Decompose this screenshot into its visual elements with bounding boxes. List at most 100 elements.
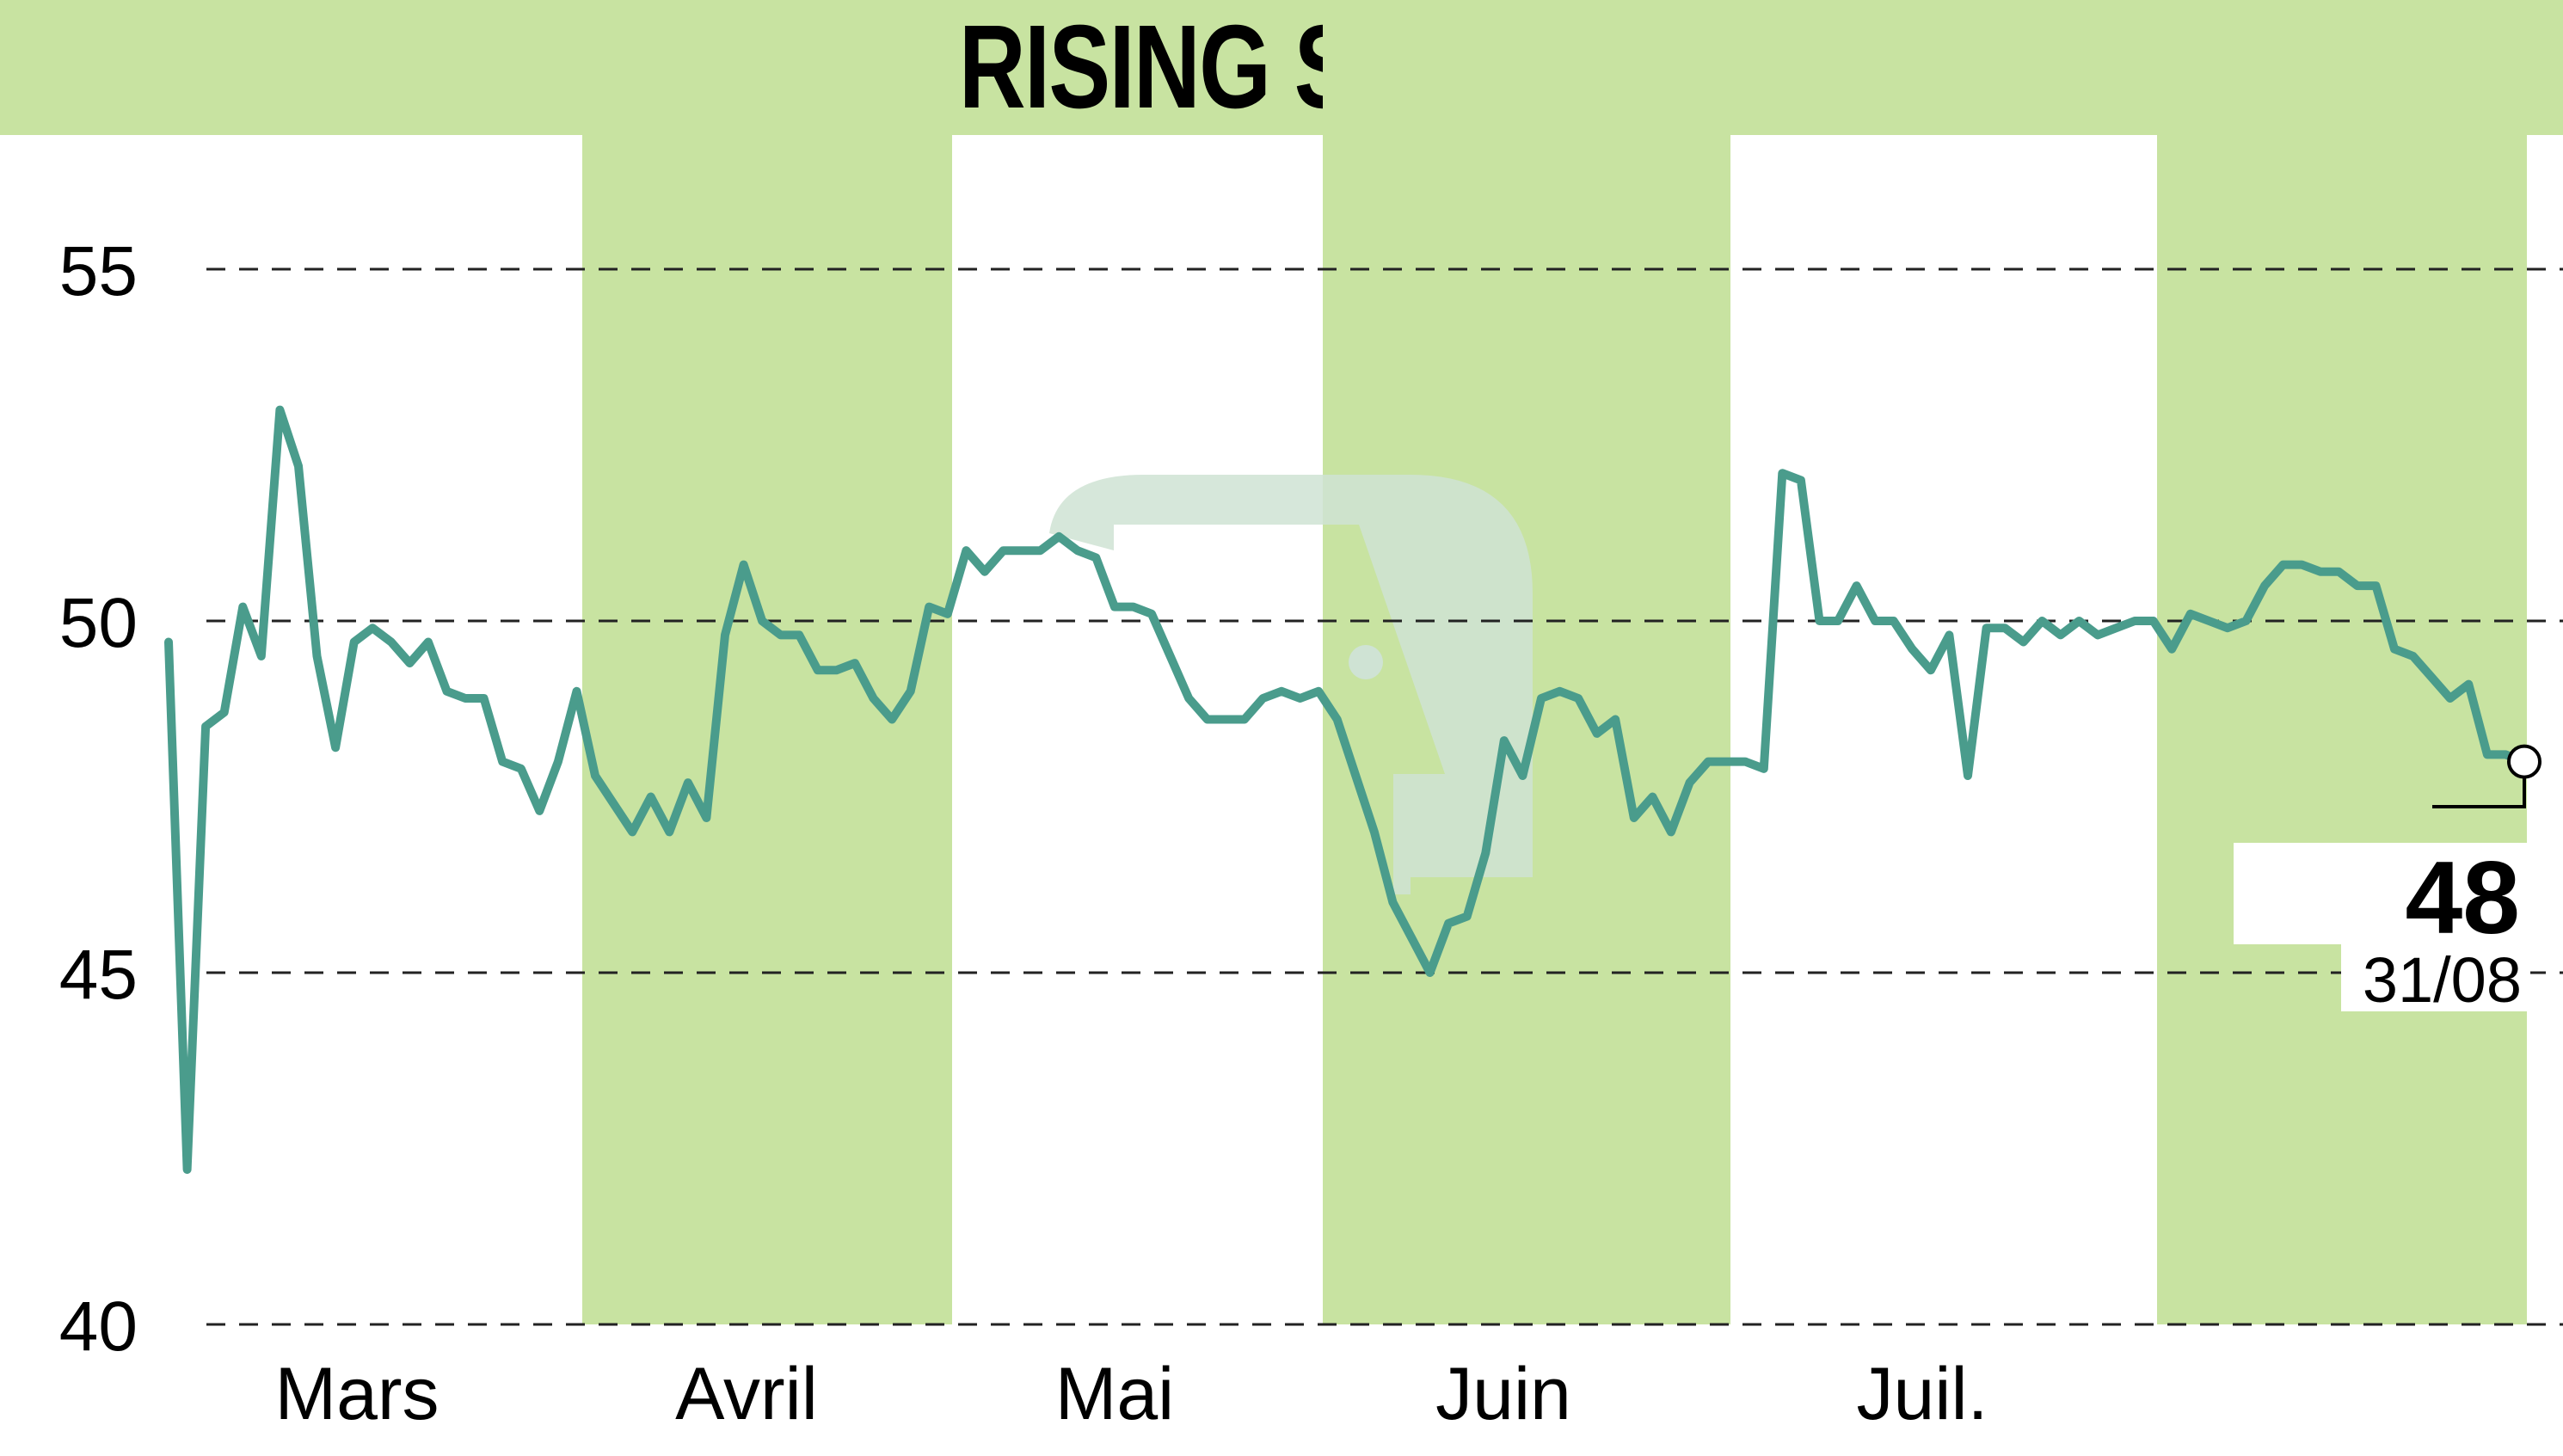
x-tick-label: Juin bbox=[1435, 1353, 1571, 1435]
data-point bbox=[1816, 617, 1823, 624]
x-tick-label: Juil. bbox=[1857, 1353, 1988, 1435]
data-point bbox=[851, 660, 858, 667]
data-point bbox=[1760, 765, 1767, 772]
y-tick-label: 45 bbox=[59, 936, 138, 1014]
data-point bbox=[406, 660, 414, 667]
watermark-dot bbox=[1349, 645, 1383, 679]
data-point bbox=[1556, 687, 1564, 695]
data-point bbox=[943, 610, 951, 617]
data-point bbox=[1723, 758, 1730, 765]
data-point bbox=[313, 652, 321, 660]
data-point bbox=[2131, 617, 2139, 624]
data-point bbox=[2223, 624, 2231, 632]
data-point bbox=[1908, 645, 1916, 653]
data-point bbox=[2075, 617, 2083, 624]
data-point bbox=[2335, 568, 2343, 575]
data-point bbox=[2428, 673, 2436, 681]
data-point bbox=[814, 667, 821, 674]
data-point bbox=[1278, 687, 1286, 695]
callout-box bbox=[2234, 843, 2530, 944]
data-point bbox=[647, 793, 655, 801]
data-point bbox=[833, 667, 840, 674]
watermark-logo bbox=[1049, 475, 1533, 894]
data-point bbox=[2019, 638, 2027, 646]
data-point bbox=[777, 631, 784, 639]
data-point bbox=[202, 722, 210, 730]
y-tick-label: 50 bbox=[59, 584, 138, 662]
data-point bbox=[536, 807, 544, 814]
month-band bbox=[582, 0, 952, 1324]
y-tick-label: 40 bbox=[59, 1287, 138, 1366]
data-point bbox=[740, 561, 747, 568]
data-point bbox=[796, 631, 803, 639]
last-date: 31/08 bbox=[2363, 944, 2522, 1016]
data-point bbox=[610, 800, 618, 808]
data-point bbox=[1333, 716, 1341, 723]
data-point bbox=[1890, 617, 1897, 624]
data-point bbox=[1463, 912, 1471, 920]
data-point bbox=[2001, 624, 2009, 632]
data-point bbox=[1110, 603, 1118, 611]
data-point bbox=[220, 709, 228, 716]
data-point bbox=[1927, 667, 1934, 674]
data-point bbox=[1482, 849, 1490, 857]
data-point bbox=[573, 687, 581, 695]
data-point bbox=[1945, 631, 1953, 639]
data-point bbox=[1537, 694, 1545, 702]
data-point bbox=[1779, 470, 1786, 477]
data-point bbox=[2242, 617, 2250, 624]
data-point bbox=[962, 547, 970, 555]
data-point bbox=[1055, 532, 1063, 540]
data-point bbox=[629, 828, 636, 836]
data-point bbox=[1185, 694, 1193, 702]
data-point bbox=[2261, 582, 2269, 590]
data-point bbox=[2093, 631, 2101, 639]
data-point bbox=[332, 744, 340, 752]
data-point bbox=[1982, 624, 1990, 632]
data-point bbox=[1853, 582, 1860, 590]
data-point bbox=[1872, 617, 1879, 624]
data-point bbox=[2112, 624, 2120, 632]
data-point bbox=[2409, 652, 2417, 660]
data-point bbox=[1426, 969, 1434, 976]
data-point bbox=[165, 638, 172, 646]
data-point bbox=[554, 758, 562, 765]
data-point bbox=[1686, 779, 1693, 787]
data-point bbox=[925, 603, 933, 611]
data-point bbox=[1296, 694, 1304, 702]
data-point bbox=[257, 652, 265, 660]
data-point bbox=[1612, 716, 1620, 723]
data-point bbox=[369, 624, 377, 632]
data-point bbox=[1073, 547, 1081, 555]
data-point bbox=[1445, 919, 1453, 927]
data-point bbox=[907, 687, 914, 695]
data-point bbox=[2038, 617, 2046, 624]
data-point bbox=[888, 716, 896, 723]
data-point bbox=[1036, 547, 1044, 555]
data-point bbox=[666, 828, 673, 836]
data-point bbox=[999, 547, 1007, 555]
data-point bbox=[1370, 828, 1378, 836]
data-point bbox=[1500, 737, 1508, 745]
data-point bbox=[1203, 716, 1211, 723]
data-point bbox=[2372, 582, 2380, 590]
data-point bbox=[703, 814, 710, 822]
data-point bbox=[239, 603, 247, 611]
data-point bbox=[1148, 610, 1156, 617]
data-point bbox=[2168, 645, 2176, 653]
data-point bbox=[1092, 554, 1100, 562]
data-point bbox=[387, 638, 395, 646]
data-point bbox=[1797, 476, 1804, 484]
data-point bbox=[294, 463, 302, 470]
x-tick-label: Mai bbox=[1055, 1353, 1175, 1435]
data-point bbox=[2502, 751, 2510, 759]
data-point bbox=[276, 406, 284, 414]
data-point bbox=[2298, 561, 2306, 568]
data-point bbox=[1649, 793, 1656, 801]
data-point bbox=[1222, 716, 1230, 723]
data-point bbox=[1630, 814, 1638, 822]
data-point bbox=[1389, 899, 1397, 906]
data-point bbox=[2056, 631, 2064, 639]
data-point bbox=[2446, 694, 2454, 702]
data-point bbox=[443, 687, 451, 695]
